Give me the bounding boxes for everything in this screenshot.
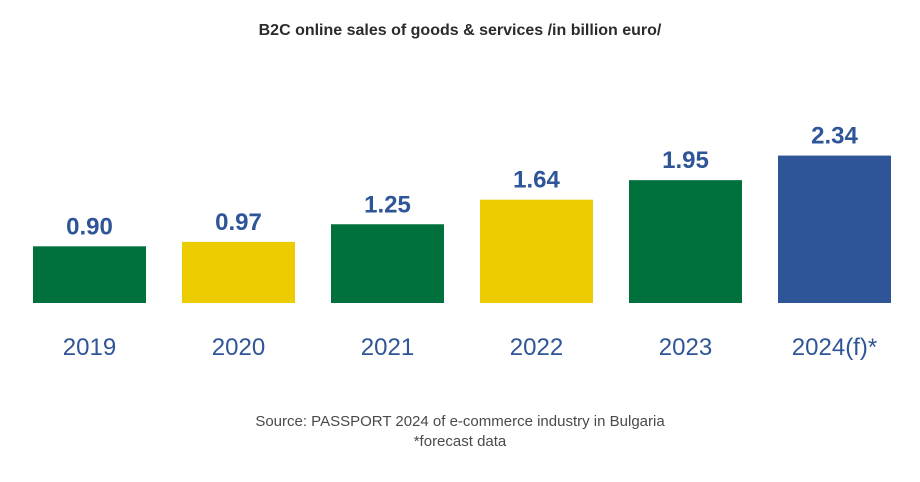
forecast-note: *forecast data xyxy=(413,433,507,450)
bar-2020 xyxy=(182,241,295,303)
data-label-2019: 0.90 xyxy=(66,213,113,240)
x-tick-label-2020: 2020 xyxy=(212,334,265,361)
bar-2024(f)* xyxy=(778,155,891,303)
chart-source: Source: PASSPORT 2024 of e-commerce indu… xyxy=(0,412,920,452)
x-tick-label-2024(f)*: 2024(f)* xyxy=(792,334,877,361)
data-label-2024(f)*: 2.34 xyxy=(811,123,858,150)
bar-chart: 0.90 2019 0.97 2020 1.25 2021 1.64 2022 1.95 2023… xyxy=(33,123,891,361)
data-label-2020: 0.97 xyxy=(215,209,262,236)
x-tick-label-2022: 2022 xyxy=(510,334,563,361)
data-label-2022: 1.64 xyxy=(513,167,560,194)
bar-2021 xyxy=(331,224,444,303)
bar-2022 xyxy=(480,199,593,303)
x-tick-label-2023: 2023 xyxy=(659,334,712,361)
bar-2019 xyxy=(33,246,146,303)
x-tick-label-2021: 2021 xyxy=(361,334,414,361)
chart-title: B2C online sales of goods & services /in… xyxy=(258,22,662,39)
data-label-2023: 1.95 xyxy=(662,147,709,174)
x-tick-label-2019: 2019 xyxy=(63,334,116,361)
data-label-2021: 1.25 xyxy=(364,191,411,218)
bar-2023 xyxy=(629,180,742,303)
source-text: Source: PASSPORT 2024 of e-commerce indu… xyxy=(255,413,665,430)
